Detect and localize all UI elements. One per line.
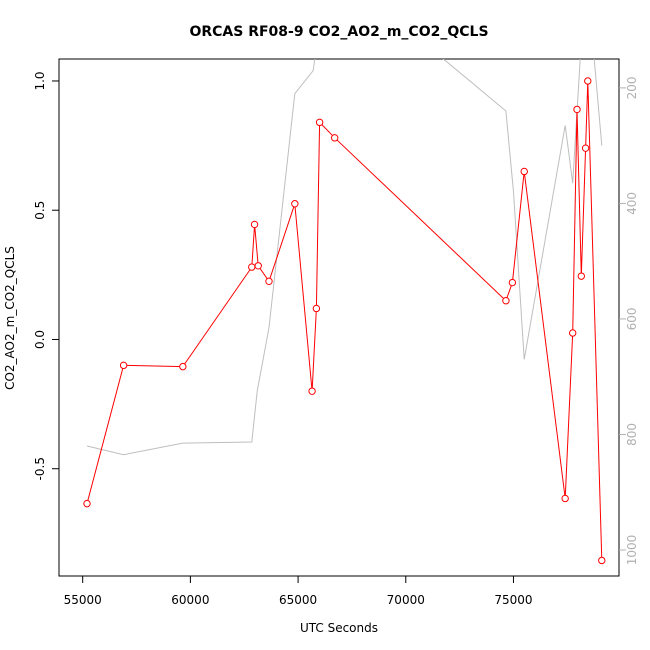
right-y-tick-label: 200 bbox=[625, 76, 639, 99]
plot-frame bbox=[58, 58, 620, 577]
y-tick-label: -0.5 bbox=[33, 457, 47, 480]
right-y-tick-label: 1000 bbox=[625, 535, 639, 566]
data-point bbox=[502, 296, 510, 305]
data-point bbox=[265, 277, 273, 286]
y-axis-label: CO2_AO2_m_CO2_QCLS bbox=[3, 246, 17, 390]
data-point bbox=[315, 118, 324, 127]
data-point bbox=[250, 220, 259, 229]
data-point bbox=[119, 361, 128, 370]
y-tick-label: 1.0 bbox=[33, 71, 47, 90]
data-point bbox=[568, 329, 577, 337]
data-point bbox=[83, 499, 91, 508]
series-line-gray bbox=[86, 59, 603, 456]
x-tick-label: 60000 bbox=[171, 593, 209, 607]
x-tick-label: 55000 bbox=[64, 593, 102, 607]
right-y-tick-label: 600 bbox=[625, 307, 639, 330]
chart-title: ORCAS RF08-9 CO2_AO2_m_CO2_QCLS bbox=[189, 24, 488, 40]
data-point bbox=[577, 272, 586, 280]
series-line-red bbox=[86, 80, 603, 561]
data-point bbox=[584, 77, 592, 85]
x-tick-label: 70000 bbox=[387, 593, 425, 607]
x-axis-label: UTC Seconds bbox=[300, 621, 378, 635]
plot-area: 55000 60000 65000 70000 75000 -0.5 0.0 0.5 1.0 20… bbox=[33, 58, 639, 607]
data-point bbox=[291, 200, 299, 208]
y-tick-label: 0.5 bbox=[33, 201, 47, 220]
data-point bbox=[573, 105, 581, 114]
data-point bbox=[179, 362, 187, 371]
right-y-tick-label: 400 bbox=[625, 192, 639, 215]
data-point bbox=[581, 144, 590, 152]
data-point bbox=[508, 278, 517, 287]
x-tick-label: 65000 bbox=[279, 593, 317, 607]
x-tick-label: 75000 bbox=[494, 593, 532, 607]
data-point bbox=[598, 556, 606, 565]
data-point bbox=[254, 262, 262, 270]
data-point bbox=[248, 263, 256, 271]
right-y-tick-label: 800 bbox=[625, 423, 639, 446]
data-point bbox=[330, 134, 339, 142]
data-point bbox=[561, 494, 569, 503]
y-tick-label: 0.0 bbox=[33, 330, 47, 349]
data-point bbox=[308, 387, 316, 395]
data-point bbox=[312, 304, 321, 313]
data-point bbox=[520, 167, 528, 176]
